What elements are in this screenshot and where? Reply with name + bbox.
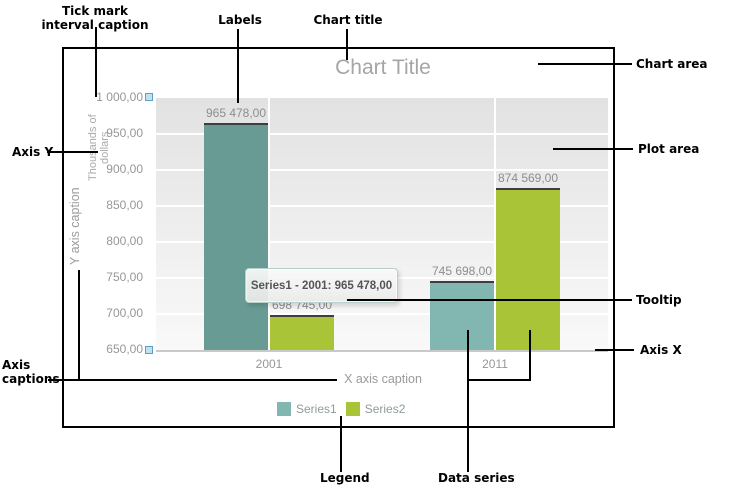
tick-mark-interval-caption: Thousands of dollars xyxy=(87,114,111,182)
annotation-tick-mark-caption: Tick mark interval caption xyxy=(41,4,149,32)
annotation-line-labels xyxy=(237,29,239,103)
gridline xyxy=(156,241,608,243)
y-axis-tick-label: 850,00 xyxy=(106,198,143,212)
annotation-line-chart-title xyxy=(346,29,348,60)
annotation-line-tooltip xyxy=(347,299,632,301)
legend-swatch-series2 xyxy=(345,402,360,416)
x-axis-category-label: 2011 xyxy=(482,357,508,371)
annotation-chart-title: Chart title xyxy=(313,13,383,27)
chart-title: Chart Title xyxy=(335,56,431,79)
x-axis-caption: X axis caption xyxy=(344,372,422,386)
y-axis-tick-label: 750,00 xyxy=(106,270,143,284)
annotation-line-plot-area xyxy=(553,148,633,150)
bar-series1-2011[interactable] xyxy=(430,281,494,350)
annotation-line-axis-captions-branch xyxy=(78,270,80,380)
y-axis-tick-label: 1 000,00 xyxy=(96,90,143,104)
annotation-line-axis-captions xyxy=(48,379,337,381)
annotation-line-data-series-right xyxy=(529,330,531,380)
annotation-axis-y: Axis Y xyxy=(12,145,54,159)
annotation-line-axis-y xyxy=(47,151,98,153)
category-gridline xyxy=(494,98,496,350)
y-axis-tick-label: 700,00 xyxy=(106,306,143,320)
bar-series1-2001[interactable] xyxy=(204,122,268,350)
y-axis-tick-label: 900,00 xyxy=(106,162,143,176)
legend-swatch-series1 xyxy=(277,402,291,416)
gridline xyxy=(156,169,608,171)
annotation-line-data-series-bridge xyxy=(467,379,531,381)
legend-item-series2[interactable]: Series2 xyxy=(345,402,406,416)
legend-label: Series1 xyxy=(296,402,337,416)
annotation-axis-captions: Axis captions xyxy=(2,358,60,386)
bar-series2-2011[interactable] xyxy=(496,188,560,350)
annotation-line-tick-mark xyxy=(95,27,97,97)
data-label: 874 569,00 xyxy=(497,171,559,186)
gridline xyxy=(156,313,608,315)
y-axis-tick-label: 800,00 xyxy=(106,234,143,248)
annotation-line-axis-x xyxy=(595,349,634,351)
data-label: 965 478,00 xyxy=(205,105,267,120)
legend-label: Series2 xyxy=(364,402,406,416)
gridline xyxy=(156,205,608,207)
annotation-line-data-series-left xyxy=(467,330,469,472)
y-axis-tick-label: 650,00 xyxy=(106,342,143,356)
annotation-legend: Legend xyxy=(320,471,370,485)
annotation-axis-x: Axis X xyxy=(640,343,682,357)
annotation-data-series: Data series xyxy=(438,471,515,485)
axis-range-handle-bottom[interactable] xyxy=(145,346,153,354)
annotation-labels: Labels xyxy=(218,13,262,27)
legend-item-series1[interactable]: Series1 xyxy=(277,402,337,416)
annotation-tooltip: Tooltip xyxy=(636,293,682,307)
legend: Series1 Series2 xyxy=(277,402,405,416)
tooltip-text: Series1 - 2001: 965 478,00 xyxy=(250,279,393,292)
annotation-line-legend xyxy=(340,416,342,472)
tooltip: Series1 - 2001: 965 478,00 xyxy=(245,268,398,303)
bar-series2-2001[interactable] xyxy=(270,314,334,350)
annotation-plot-area: Plot area xyxy=(638,142,700,156)
y-axis-tick-label: 950,00 xyxy=(106,126,143,140)
y-axis-caption: Y axis caption xyxy=(68,187,82,265)
category-gridline xyxy=(268,98,270,350)
x-axis-category-label: 2001 xyxy=(255,357,283,371)
data-label: 745 698,00 xyxy=(431,264,493,279)
axis-range-handle-top[interactable] xyxy=(145,93,153,101)
annotation-chart-area: Chart area xyxy=(636,57,708,71)
x-axis-line xyxy=(156,350,608,352)
annotation-line-chart-area xyxy=(538,63,632,65)
gridline xyxy=(156,133,608,135)
